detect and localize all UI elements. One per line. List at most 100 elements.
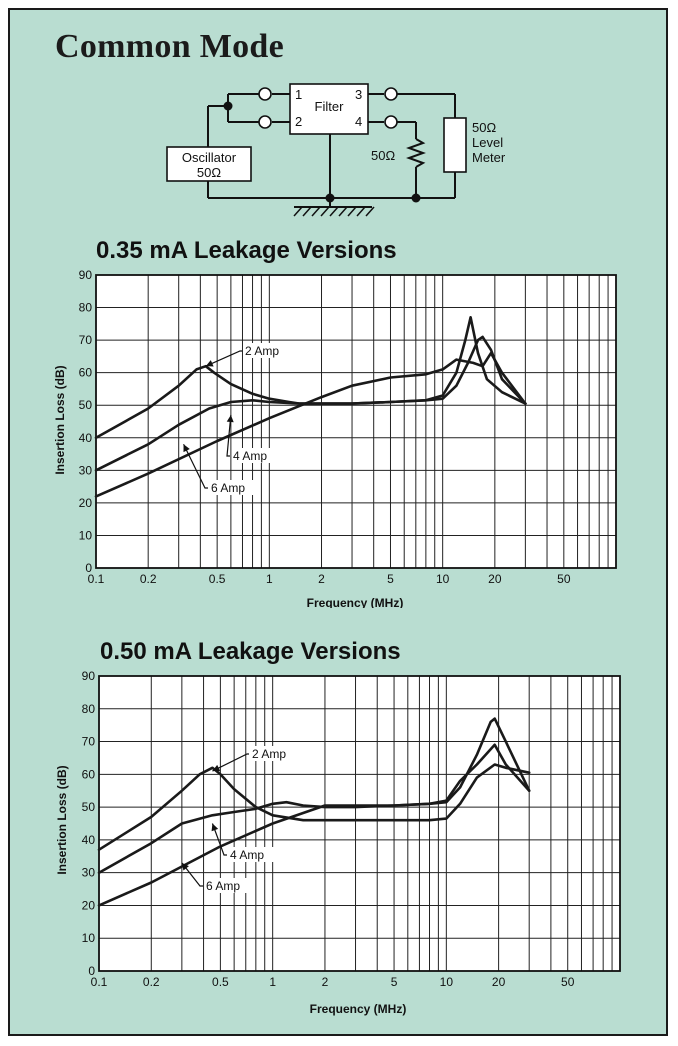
annotation-label: 2 Amp: [252, 747, 286, 761]
chart-title: 0.35 mA Leakage Versions: [96, 237, 397, 264]
x-tick-label: 50: [561, 975, 575, 989]
meter-impedance: 50Ω: [472, 120, 496, 135]
annotation-bg: [205, 878, 251, 893]
meter-label-level: Level: [472, 135, 503, 150]
x-tick-label: 1: [266, 572, 273, 586]
y-tick-label: 50: [79, 398, 93, 412]
annotation-arrowhead: [226, 414, 234, 423]
annotation-arrowhead: [212, 764, 221, 772]
x-tick-label: 2: [322, 975, 329, 989]
annotation-bg: [210, 480, 256, 495]
y-tick-label: 90: [82, 669, 96, 683]
x-tick-label: 20: [492, 975, 506, 989]
annotation-leader: [183, 444, 208, 489]
page-title: Common Mode: [55, 28, 284, 65]
series-line-4-amp: [94, 335, 527, 472]
series-line-6-amp: [94, 351, 527, 498]
y-tick-label: 20: [79, 496, 93, 510]
y-tick-label: 10: [82, 931, 96, 945]
meter-label-meter: Meter: [472, 150, 506, 165]
y-tick-label: 0: [85, 561, 92, 575]
test-circuit-diagram: Filter 1 2 3 4 Oscillator 50Ω 50Ω 50Ω Le…: [166, 83, 506, 217]
y-axis-label: Insertion Loss (dB): [55, 765, 69, 874]
y-tick-label: 40: [82, 833, 96, 847]
annotation-leader: [226, 414, 232, 457]
plot-area: [99, 676, 620, 971]
annotation-arrowhead: [211, 823, 219, 832]
y-tick-label: 80: [82, 702, 96, 716]
series-line-4-amp: [97, 717, 531, 874]
junction-dot: [223, 101, 233, 111]
y-tick-label: 40: [79, 431, 93, 445]
series-line-6-amp: [97, 743, 531, 907]
junction-dot: [411, 193, 421, 203]
x-tick-label: 50: [557, 572, 571, 586]
annotation-bg: [232, 448, 278, 463]
x-tick-label: 5: [387, 572, 394, 586]
annotation-bg: [244, 343, 290, 358]
y-tick-label: 0: [88, 964, 95, 978]
annotation-arrowhead: [205, 360, 214, 367]
oscillator-label: Oscillator: [182, 150, 237, 165]
x-axis-label: Frequency (MHz): [310, 1002, 407, 1016]
y-tick-label: 70: [82, 735, 96, 749]
annotation-label: 6 Amp: [206, 879, 240, 893]
annotation-leader: [205, 350, 242, 367]
annotation-bg: [229, 847, 275, 862]
pin-label-3: 3: [355, 87, 362, 102]
y-tick-label: 80: [79, 301, 93, 315]
x-tick-label: 20: [488, 572, 502, 586]
y-tick-label: 20: [82, 898, 96, 912]
x-tick-label: 0.5: [209, 572, 226, 586]
annotation-bg: [251, 746, 297, 761]
annotation-arrowhead: [183, 444, 190, 453]
y-tick-label: 90: [79, 268, 93, 282]
annotation-label: 2 Amp: [245, 344, 279, 358]
x-tick-label: 10: [436, 572, 450, 586]
filter-box: [289, 83, 369, 135]
annotation-arrowhead: [181, 862, 189, 871]
terminal-4: [384, 115, 398, 129]
y-tick-label: 60: [79, 366, 93, 380]
level-meter-box: [443, 117, 467, 173]
chart-035ma: 0.35 mA Leakage Versions 0.1 0.2 0.5 1 2 5 10 2…: [53, 237, 617, 608]
x-tick-label: 1: [269, 975, 276, 989]
pin-label-1: 1: [295, 87, 302, 102]
chart-050ma: 0.50 mA Leakage Versions 0.1 0.2 0.5 1 2 5 10 2…: [55, 638, 621, 1016]
annotation-leader: [212, 753, 249, 772]
y-tick-label: 10: [79, 528, 93, 542]
x-tick-label: 0.2: [140, 572, 157, 586]
pin-label-2: 2: [295, 114, 302, 129]
junction-dot: [325, 193, 335, 203]
pin-label-4: 4: [355, 114, 362, 129]
series-line-2-amp: [97, 763, 531, 851]
terminal-2: [258, 115, 272, 129]
plot-frame: [95, 274, 617, 569]
y-axis-label: Insertion Loss (dB): [53, 365, 67, 474]
oscillator-box: [166, 146, 252, 182]
terminal-1: [258, 87, 272, 101]
plot-frame: [98, 675, 621, 972]
annotation-label: 4 Amp: [230, 848, 264, 862]
x-tick-label: 2: [318, 572, 325, 586]
y-tick-label: 30: [79, 463, 93, 477]
x-tick-label: 0.5: [212, 975, 229, 989]
annotation-label: 6 Amp: [211, 481, 245, 495]
x-tick-label: 5: [391, 975, 398, 989]
x-tick-label: 0.1: [88, 572, 105, 586]
plot-area: [96, 275, 616, 568]
chart-title: 0.50 mA Leakage Versions: [100, 638, 401, 665]
oscillator-impedance: 50Ω: [197, 165, 221, 180]
annotation-label: 4 Amp: [233, 449, 267, 463]
x-axis-label: Frequency (MHz): [307, 596, 404, 608]
terminal-3: [384, 87, 398, 101]
x-tick-label: 10: [440, 975, 454, 989]
filter-label: Filter: [315, 99, 345, 114]
annotation-leader: [211, 823, 227, 856]
y-tick-label: 30: [82, 866, 96, 880]
y-tick-label: 70: [79, 333, 93, 347]
x-tick-label: 0.2: [143, 975, 160, 989]
y-tick-label: 60: [82, 767, 96, 781]
x-tick-label: 0.1: [91, 975, 108, 989]
y-tick-label: 50: [82, 800, 96, 814]
